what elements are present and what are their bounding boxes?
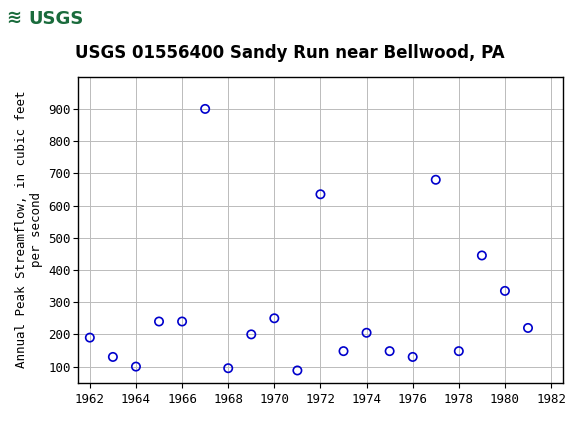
- Point: [108, 353, 118, 360]
- Point: [201, 105, 210, 112]
- Point: [477, 252, 487, 259]
- Point: [501, 288, 510, 295]
- Text: USGS: USGS: [28, 10, 84, 28]
- Point: [177, 318, 187, 325]
- Point: [270, 315, 279, 322]
- Point: [408, 353, 418, 360]
- Point: [339, 348, 348, 355]
- Point: [246, 331, 256, 338]
- Point: [223, 365, 233, 372]
- Point: [523, 325, 532, 332]
- Text: ≋: ≋: [6, 9, 21, 27]
- Bar: [2, 2, 107, 36]
- Point: [154, 318, 164, 325]
- Point: [431, 176, 440, 183]
- Point: [362, 329, 371, 336]
- Point: [316, 191, 325, 198]
- Point: [131, 363, 140, 370]
- Text: USGS 01556400 Sandy Run near Bellwood, PA: USGS 01556400 Sandy Run near Bellwood, P…: [75, 44, 505, 62]
- Point: [85, 334, 95, 341]
- Y-axis label: Annual Peak Streamflow, in cubic feet
per second: Annual Peak Streamflow, in cubic feet pe…: [14, 91, 42, 369]
- Point: [454, 348, 463, 355]
- Point: [293, 367, 302, 374]
- Point: [385, 348, 394, 355]
